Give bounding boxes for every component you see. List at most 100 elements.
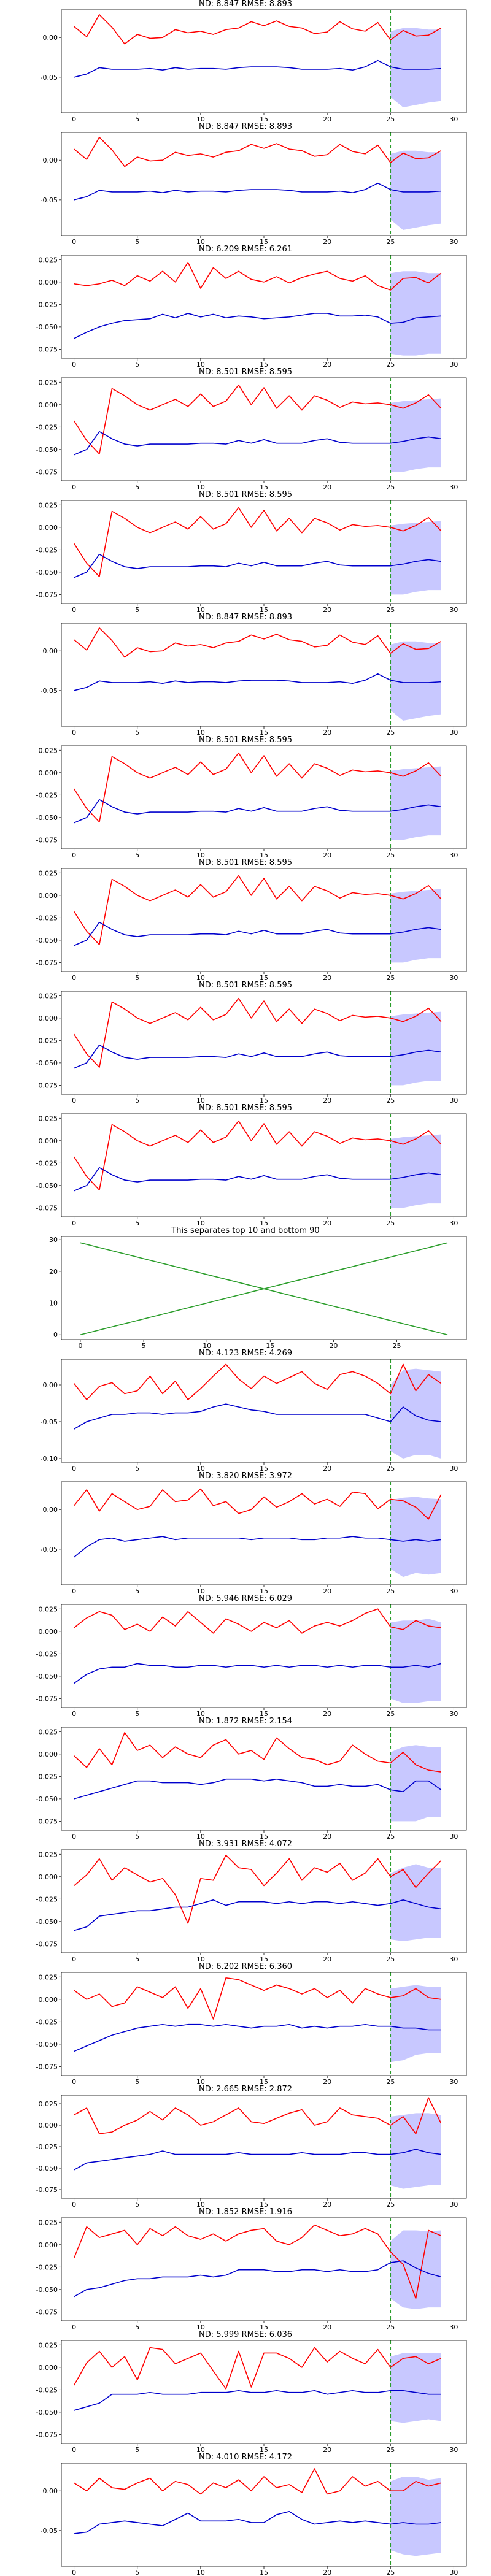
actual-series-line: [74, 1977, 441, 2020]
x-tick-label: 10: [196, 238, 205, 245]
subplot-canvas: 0 5 10 15 20 25 30 -0.075 -0.050 -0.025 0.000 0.025: [36, 255, 467, 368]
subplot-canvas: 0 5 10 15 20 25 30 -0.05 0.00: [41, 1481, 467, 1595]
x-tick-label: 30: [449, 1219, 458, 1227]
y-tick-label: -0.025: [36, 423, 58, 431]
x-tick-label: 0: [72, 361, 76, 368]
forecast-series-line: [74, 1167, 441, 1192]
x-tick-label: 10: [196, 361, 205, 368]
x-tick-label: 10: [196, 1833, 205, 1840]
prediction-interval-band: [390, 1864, 441, 1942]
y-tick-label: 0.000: [39, 2364, 58, 2372]
x-tick-label: 0: [72, 1955, 76, 1963]
x-tick-label: 0: [72, 1833, 76, 1840]
prediction-interval-band: [390, 150, 441, 230]
y-tick-label: -0.075: [36, 2063, 58, 2071]
actual-series-line: [73, 2347, 442, 2390]
subplot-canvas: 0 5 10 15 20 25 30 -0.05 0.00: [41, 623, 467, 736]
y-tick-label: -0.025: [36, 1159, 58, 1167]
x-tick-label: 20: [323, 1465, 331, 1472]
x-tick-label: 5: [135, 2446, 139, 2453]
x-tick-label: 25: [386, 1465, 395, 1472]
x-tick-label: 25: [386, 851, 395, 859]
y-tick-label: -0.05: [41, 687, 58, 695]
forecast-series-line: [74, 553, 441, 578]
subplot-title: ND: 1.872 RMSE: 2.154: [198, 1717, 293, 1726]
x-tick-label: 30: [449, 2446, 458, 2453]
subplot-canvas: 0 5 10 15 20 25 0 10 20 30: [49, 1236, 467, 1349]
x-tick-label: 20: [323, 729, 331, 736]
x-tick-label: 10: [196, 2078, 205, 2085]
y-tick-label: 20: [49, 1268, 58, 1276]
x-tick-label: 0: [72, 1219, 76, 1227]
x-tick-label: 10: [196, 729, 205, 736]
subplot-title: ND: 8.501 RMSE: 8.595: [198, 490, 293, 499]
x-tick-label: 10: [196, 974, 205, 981]
subplot-canvas: 0 5 10 15 20 25 30 -0.05 0.00: [41, 2463, 467, 2576]
x-tick-label: 0: [72, 2078, 76, 2085]
y-tick-label: 10: [49, 1300, 58, 1308]
x-tick-label: 0: [72, 1710, 76, 1717]
y-tick-label: -0.025: [36, 2143, 58, 2151]
prediction-interval-band: [390, 641, 441, 721]
y-tick-label: 0.000: [39, 1750, 58, 1758]
subplot: ND: 2.665 RMSE: 2.872 0 5 10 15 20 25 30 -0.075 -…: [0, 2085, 491, 2208]
y-tick-label: -0.025: [36, 301, 58, 309]
subplot-canvas: 0 5 10 15 20 25 30 -0.075 -0.050 -0.025 0.000 0.025: [36, 745, 467, 859]
subplot: ND: 6.209 RMSE: 6.261 0 5 10 15 20 25 30 -0.075 -…: [0, 245, 491, 368]
y-tick-label: -0.050: [36, 323, 58, 331]
y-tick-label: -0.075: [36, 1204, 58, 1212]
x-tick-label: 10: [196, 1219, 205, 1227]
y-tick-label: -0.075: [36, 345, 58, 353]
x-tick-label: 10: [196, 2201, 205, 2208]
x-tick-label: 10: [196, 851, 205, 859]
x-tick-label: 25: [386, 483, 395, 491]
y-tick-label: 0.000: [39, 892, 58, 900]
forecast-series-line: [74, 2149, 441, 2171]
y-tick-label: 0.000: [39, 1628, 58, 1636]
y-tick-label: 0.025: [39, 378, 58, 386]
prediction-interval-band: [390, 2230, 441, 2310]
x-tick-label: 30: [449, 1097, 458, 1104]
x-tick-label: 0: [72, 1097, 76, 1104]
x-tick-label: 5: [135, 2569, 139, 2576]
x-tick-label: 20: [323, 1587, 331, 1595]
x-tick-label: 30: [449, 1833, 458, 1840]
actual-series-line: [74, 261, 442, 291]
subplot: ND: 6.202 RMSE: 6.360 0 5 10 15 20 25 30 -0.075 -…: [0, 1963, 491, 2085]
prediction-interval-band: [390, 1497, 441, 1577]
x-tick-label: 15: [260, 2569, 268, 2576]
forecast-series-line: [74, 673, 441, 691]
actual-series-line: [73, 1120, 442, 1190]
x-tick-label: 20: [323, 1955, 331, 1963]
prediction-interval-band: [390, 1011, 441, 1086]
x-tick-label: 0: [72, 2323, 76, 2331]
x-tick-label: 20: [323, 2201, 331, 2208]
actual-series-line: [74, 627, 442, 658]
y-tick-label: 0.00: [43, 34, 58, 42]
x-tick-label: 15: [260, 483, 268, 491]
y-tick-label: -0.025: [36, 2263, 58, 2271]
actual-series-line: [74, 1731, 441, 1773]
subplot-title: ND: 5.946 RMSE: 6.029: [198, 1594, 293, 1603]
x-tick-label: 15: [260, 1710, 268, 1717]
forecast-series-line: [74, 2390, 441, 2411]
actual-series-line: [73, 1363, 442, 1400]
subplot-canvas: 0 5 10 15 20 25 30 -0.075 -0.050 -0.025 0.000 0.025: [36, 1972, 467, 2085]
x-tick-label: 10: [196, 1955, 205, 1963]
x-tick-label: 30: [449, 2078, 458, 2085]
x-tick-label: 15: [260, 2323, 268, 2331]
x-tick-label: 5: [135, 1097, 139, 1104]
x-tick-label: 5: [142, 1342, 146, 1349]
subplot-title: This separates top 10 and bottom 90: [171, 1226, 320, 1235]
forecast-series-line: [74, 182, 441, 201]
x-tick-label: 15: [260, 1097, 268, 1104]
x-tick-label: 25: [386, 1955, 395, 1963]
subplot-canvas: 0 5 10 15 20 25 30 -0.075 -0.050 -0.025 0.000 0.025: [36, 500, 467, 613]
actual-series-line: [73, 997, 442, 1068]
y-tick-label: -0.025: [36, 2018, 58, 2026]
forecast-series-line: [74, 313, 441, 339]
x-tick-label: 20: [323, 2446, 331, 2453]
x-tick-label: 25: [386, 115, 395, 123]
forecast-series-line: [74, 1663, 441, 1684]
subplot: ND: 4.123 RMSE: 4.269 0 5 10 15 20 25 30 -0.10 -0…: [0, 1349, 491, 1472]
